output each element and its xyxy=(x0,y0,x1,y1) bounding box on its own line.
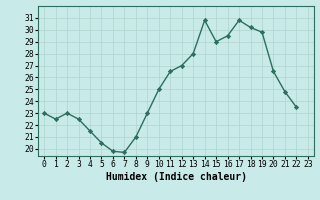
X-axis label: Humidex (Indice chaleur): Humidex (Indice chaleur) xyxy=(106,172,246,182)
